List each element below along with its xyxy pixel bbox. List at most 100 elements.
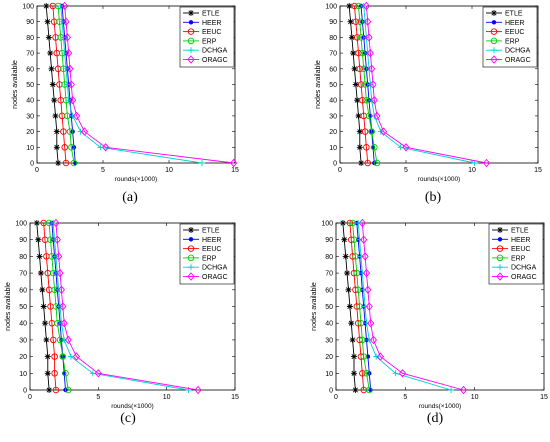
data-point-oragc: [230, 158, 238, 168]
data-point-etle: [352, 387, 359, 393]
data-point-erp: [359, 336, 366, 344]
panel-caption-d: (d): [426, 411, 444, 426]
panel-caption-c: (c): [120, 411, 136, 426]
data-point-etle: [47, 50, 54, 57]
data-point-etle: [346, 303, 353, 310]
data-point-erp: [65, 386, 72, 394]
legend-marker: [188, 227, 194, 233]
x-tick-label: 10: [165, 167, 173, 174]
data-point-eeuc: [359, 96, 366, 104]
legend-marker: [491, 10, 497, 16]
legend-marker: [187, 28, 195, 35]
data-point-oragc: [370, 96, 378, 105]
legend-label: EEUC: [505, 29, 524, 36]
y-tick-label: 40: [26, 98, 34, 105]
chart-panel-3: 0 10 20 30 40 50 60 70 80 90 100 0 5 10 15 rounds(×1000…: [5, 218, 239, 410]
data-point-oragc: [482, 158, 491, 168]
data-point-etle: [39, 286, 46, 293]
legend-label: HEER: [202, 20, 221, 27]
series-line-eeuc: [354, 5, 369, 164]
y-tick-label: 40: [325, 321, 333, 328]
data-point-oragc: [376, 352, 384, 361]
data-point-etle: [352, 81, 359, 88]
legend-marker: [497, 227, 503, 233]
data-point-etle: [53, 128, 60, 135]
data-point-dchga: [61, 336, 68, 343]
y-tick-label: 10: [329, 145, 337, 152]
data-point-oragc: [373, 111, 381, 121]
data-point-etle: [358, 160, 365, 166]
legend-marker: [491, 47, 497, 54]
legend-label: HEER: [505, 20, 524, 27]
data-point-oragc: [402, 143, 410, 152]
data-point-eeuc: [60, 128, 67, 135]
data-point-dchga: [366, 336, 373, 343]
data-point-dchga: [392, 370, 399, 377]
legend-marker: [188, 237, 194, 242]
data-point-dchga: [363, 320, 370, 327]
data-point-oragc: [366, 48, 374, 58]
data-point-etle: [43, 336, 50, 343]
data-point-erp: [363, 370, 370, 377]
y-axis-label: nodes available: [315, 60, 322, 109]
y-tick-label: 100: [321, 221, 333, 228]
data-point-eeuc: [52, 386, 60, 394]
data-point-dchga: [60, 34, 67, 41]
y-tick-label: 50: [19, 304, 27, 311]
legend-marker: [497, 237, 503, 242]
data-point-etle: [35, 236, 42, 243]
data-point-eeuc: [364, 159, 371, 167]
y-tick-label: 30: [325, 337, 333, 344]
data-point-etle: [53, 144, 60, 151]
data-point-dchga: [355, 220, 362, 226]
series-line-eeuc: [52, 5, 67, 164]
y-tick-label: 60: [19, 287, 27, 294]
data-point-dchga: [61, 50, 68, 57]
legend-marker: [491, 20, 497, 25]
data-point-etle: [348, 320, 355, 327]
data-point-eeuc: [51, 353, 58, 360]
legend-marker: [497, 264, 503, 271]
y-tick-label: 40: [329, 98, 337, 105]
data-point-oragc: [56, 268, 64, 278]
x-axis-label: rounds(×1000): [115, 176, 157, 183]
data-point-oragc: [379, 127, 388, 136]
data-point-dchga: [199, 160, 205, 166]
legend-marker: [187, 272, 195, 281]
series-line-oragc: [365, 5, 487, 164]
legend-label: ORAGC: [505, 57, 531, 64]
data-point-etle: [40, 303, 47, 310]
legend-label: EEUC: [202, 246, 221, 253]
data-point-oragc: [367, 319, 375, 328]
data-point-etle: [347, 18, 354, 25]
series-line-erp: [358, 5, 378, 164]
data-point-etle: [354, 97, 361, 104]
data-point-dchga: [65, 97, 72, 104]
y-tick-label: 70: [19, 271, 27, 278]
data-point-eeuc: [49, 336, 57, 344]
y-tick-label: 100: [22, 4, 34, 11]
y-tick-label: 10: [19, 371, 27, 378]
legend-marker: [188, 10, 194, 16]
x-tick-label: 10: [471, 394, 479, 401]
legend-marker: [490, 37, 498, 45]
data-point-dchga: [362, 303, 369, 310]
y-tick-label: 80: [325, 254, 333, 261]
data-point-dchga: [57, 3, 64, 9]
data-point-oragc: [362, 268, 371, 278]
data-point-oragc: [369, 80, 377, 89]
legend-label: ETLE: [511, 228, 529, 235]
y-tick-label: 80: [26, 35, 34, 42]
data-point-etle: [355, 112, 362, 119]
data-point-dchga: [357, 253, 364, 260]
x-tick-label: 10: [468, 167, 476, 174]
data-point-eeuc: [353, 34, 361, 41]
y-tick-label: 80: [329, 35, 337, 42]
y-tick-label: 50: [329, 82, 337, 89]
data-point-etle: [349, 336, 356, 343]
legend-label: EEUC: [202, 29, 221, 36]
y-tick-label: 10: [325, 371, 333, 378]
series-line-erp: [352, 222, 370, 391]
y-tick-label: 60: [26, 66, 34, 73]
x-tick-label: 5: [403, 394, 407, 401]
